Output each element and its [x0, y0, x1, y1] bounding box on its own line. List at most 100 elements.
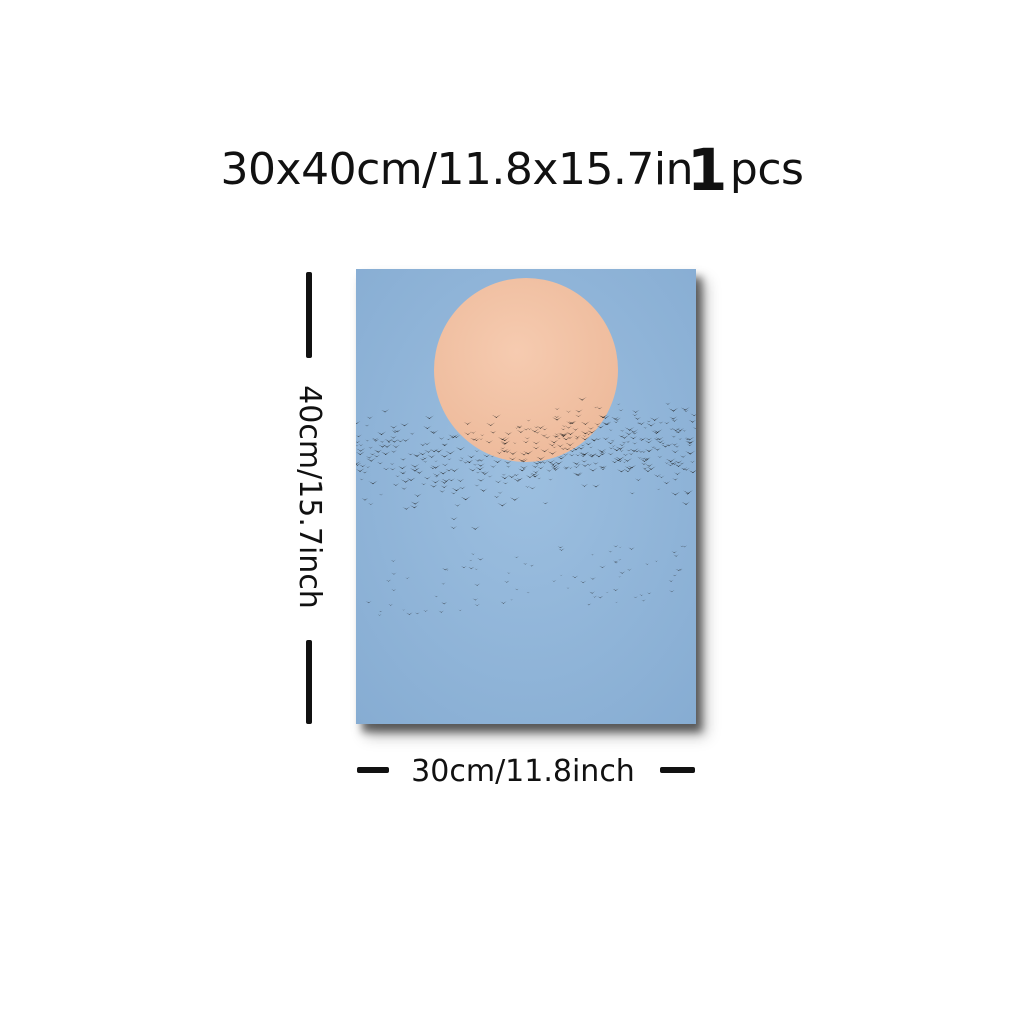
bird-silhouette: [619, 571, 626, 574]
bird-silhouette: [571, 575, 579, 579]
bird-silhouette: [559, 432, 569, 437]
bird-silhouette: [487, 475, 493, 478]
bird-silhouette: [450, 526, 458, 529]
bird-silhouette: [482, 454, 491, 458]
bird-silhouette: [532, 470, 540, 474]
bird-silhouette: [438, 610, 445, 613]
bird-silhouette: [574, 437, 580, 440]
bird-silhouette: [399, 457, 407, 461]
bird-silhouette: [467, 454, 476, 458]
bird-silhouette: [429, 466, 437, 469]
bird-silhouette: [499, 475, 510, 480]
bird-silhouette: [642, 467, 648, 470]
bird-silhouette: [676, 428, 685, 432]
bird-silhouette: [565, 425, 573, 429]
bird-silhouette: [643, 426, 648, 429]
bird-silhouette: [499, 437, 510, 442]
bird-silhouette: [440, 485, 448, 488]
bird-silhouette: [549, 461, 558, 465]
height-label-text: 40cm/15.7inch: [292, 385, 327, 609]
bird-silhouette: [574, 453, 581, 456]
bird-silhouette: [489, 465, 497, 468]
bird-silhouette: [670, 418, 679, 422]
bird-silhouette: [504, 431, 513, 435]
bird-silhouette: [685, 440, 694, 444]
bird-silhouette: [423, 425, 432, 429]
bird-silhouette: [558, 432, 568, 436]
bird-silhouette: [563, 466, 570, 469]
bird-silhouette: [356, 420, 361, 424]
bird-silhouette: [558, 548, 565, 551]
bird-silhouette: [526, 591, 531, 594]
bird-silhouette: [541, 461, 548, 464]
bird-silhouette: [601, 415, 610, 419]
bird-silhouette: [636, 422, 642, 425]
bird-silhouette: [377, 461, 384, 465]
bird-silhouette: [410, 504, 419, 509]
bird-silhouette: [599, 465, 608, 469]
bird-silhouette: [577, 396, 587, 401]
bird-silhouette: [523, 562, 528, 565]
bird-silhouette: [618, 576, 622, 578]
bird-silhouette: [631, 413, 638, 416]
bird-silhouette: [474, 458, 482, 462]
bird-silhouette: [641, 450, 647, 453]
bird-silhouette: [514, 588, 520, 591]
bird-silhouette: [644, 457, 650, 460]
bird-silhouette: [618, 546, 622, 548]
bird-silhouette: [463, 431, 472, 435]
bird-silhouette: [368, 502, 374, 505]
bird-silhouette: [578, 451, 589, 456]
bird-silhouette: [499, 448, 510, 453]
bird-silhouette: [439, 490, 446, 493]
bird-silhouette: [624, 465, 635, 470]
bird-silhouette: [571, 446, 581, 451]
bird-silhouette: [624, 469, 632, 472]
bird-silhouette: [678, 568, 684, 571]
bird-silhouette: [638, 438, 645, 441]
bird-silhouette: [588, 453, 597, 457]
bird-silhouette: [650, 446, 655, 448]
bird-silhouette: [468, 566, 475, 570]
bird-silhouette: [550, 465, 560, 469]
bird-silhouette: [470, 431, 477, 434]
bird-silhouette: [642, 457, 652, 461]
bird-silhouette: [561, 436, 571, 441]
bird-silhouette: [530, 472, 539, 476]
bird-silhouette: [608, 446, 614, 449]
bird-silhouette: [516, 425, 523, 428]
bird-silhouette: [364, 424, 370, 427]
bird-silhouette: [671, 449, 680, 453]
bird-silhouette: [475, 466, 485, 471]
bird-silhouette: [378, 493, 384, 496]
bird-silhouette: [568, 453, 575, 457]
bird-silhouette: [605, 591, 609, 593]
bird-silhouette: [447, 458, 452, 460]
bird-silhouette: [685, 450, 696, 455]
bird-silhouette: [381, 451, 391, 455]
bird-silhouette: [548, 443, 557, 447]
bird-silhouette: [559, 447, 567, 450]
bird-silhouette: [646, 466, 656, 470]
bird-silhouette: [474, 484, 480, 487]
bird-silhouette: [535, 425, 546, 429]
bird-silhouette: [474, 583, 481, 586]
bird-silhouette: [561, 424, 567, 427]
bird-silhouette: [445, 450, 456, 455]
bird-silhouette: [470, 526, 480, 530]
bird-silhouette: [590, 553, 595, 556]
bird-silhouette: [497, 436, 507, 441]
bird-silhouette: [542, 501, 549, 505]
bird-silhouette: [512, 477, 523, 482]
bird-silhouette: [503, 449, 512, 453]
bird-silhouette: [589, 591, 596, 594]
bird-silhouette: [685, 492, 691, 495]
bird-silhouette: [671, 462, 677, 465]
bird-silhouette: [597, 414, 608, 419]
bird-silhouette: [385, 579, 392, 582]
bird-silhouette: [680, 545, 684, 547]
bird-silhouette: [658, 421, 664, 424]
bird-silhouette: [512, 442, 518, 444]
bird-silhouette: [390, 435, 397, 439]
bird-silhouette: [640, 458, 649, 462]
